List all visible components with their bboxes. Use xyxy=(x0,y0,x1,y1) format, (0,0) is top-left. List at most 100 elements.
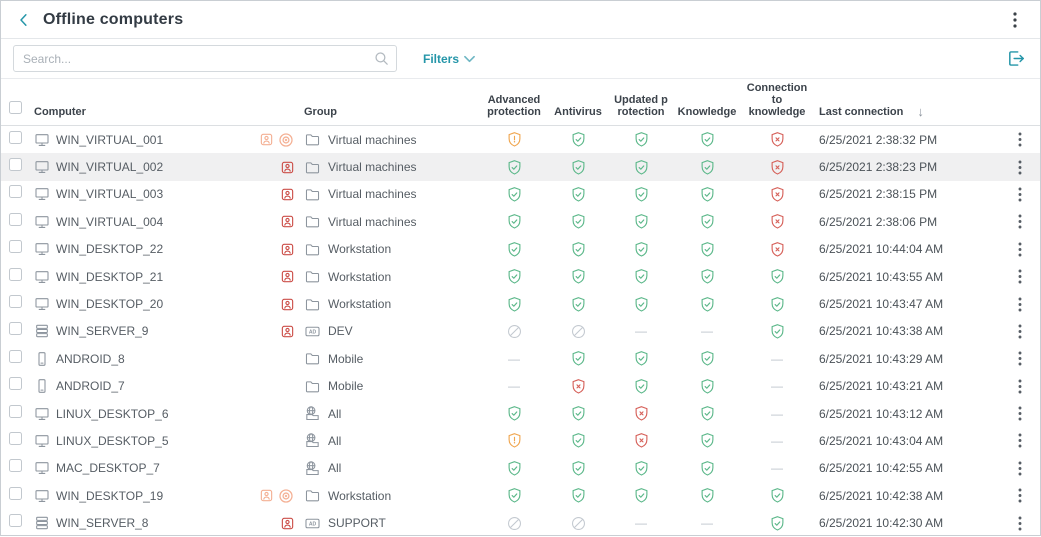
last-connection-value: 6/25/2021 10:42:38 AM xyxy=(819,488,944,503)
row-checkbox[interactable] xyxy=(9,459,22,473)
filters-button[interactable]: Filters xyxy=(423,52,475,66)
column-header-knowledge[interactable]: Knowledge xyxy=(677,106,737,118)
row-menu-button[interactable] xyxy=(1010,513,1030,533)
row-menu-button[interactable] xyxy=(1010,321,1030,341)
column-header-computer[interactable]: Computer xyxy=(34,106,86,118)
select-all-checkbox[interactable] xyxy=(9,101,22,114)
computer-name[interactable]: LINUX_DESKTOP_5 xyxy=(56,433,169,448)
shield-ok-icon xyxy=(633,460,650,477)
group-name: Workstation xyxy=(328,269,392,284)
row-menu-button[interactable] xyxy=(1010,486,1030,506)
row-checkbox[interactable] xyxy=(9,514,22,528)
table-row[interactable]: WIN_SERVER_8 AD SUPPORT — — 6/25/2021 10:42:3… xyxy=(1,509,1040,536)
computer-name[interactable]: WIN_DESKTOP_20 xyxy=(56,297,164,312)
shield-ok-icon xyxy=(570,241,587,258)
connection-knowledge-status xyxy=(741,131,813,148)
row-checkbox[interactable] xyxy=(9,185,22,199)
knowledge-status xyxy=(673,405,741,422)
computer-name[interactable]: ANDROID_8 xyxy=(56,351,125,366)
computer-name[interactable]: WIN_VIRTUAL_003 xyxy=(56,187,164,202)
table-row[interactable]: WIN_SERVER_9 AD DEV — — 6/25/2021 10:43:38 AM xyxy=(1,318,1040,345)
row-menu-button[interactable] xyxy=(1010,404,1030,424)
table-row[interactable]: WIN_VIRTUAL_002 Virtual machines 6/25/2021… xyxy=(1,153,1040,181)
table-row[interactable]: ANDROID_8 Mobile — — 6/25/2021 10:43:29 AM xyxy=(1,345,1040,372)
computer-name[interactable]: WIN_VIRTUAL_002 xyxy=(56,160,164,175)
column-header-last-connection[interactable]: Last connection ↓ xyxy=(819,104,924,119)
column-header-advanced-protection[interactable]: Advanced protection xyxy=(487,94,541,118)
table-row[interactable]: MAC_DESKTOP_7 All — 6/25/2021 10:42:55 AM xyxy=(1,455,1040,482)
user-badge-red-icon xyxy=(281,517,294,530)
page-menu-button[interactable] xyxy=(1002,7,1028,33)
row-menu-button[interactable] xyxy=(1010,184,1030,204)
row-checkbox[interactable] xyxy=(9,130,22,144)
column-header-antivirus[interactable]: Antivirus xyxy=(554,106,602,118)
computer-name[interactable]: ANDROID_7 xyxy=(56,379,125,394)
computer-name[interactable]: WIN_DESKTOP_21 xyxy=(56,269,164,284)
row-menu-button[interactable] xyxy=(1010,212,1030,232)
row-menu-button[interactable] xyxy=(1010,431,1030,451)
table-row[interactable]: WIN_DESKTOP_21 Workstation 6/25/2021 10:43… xyxy=(1,263,1040,290)
table-row[interactable]: WIN_VIRTUAL_004 Virtual machines 6/25/2021… xyxy=(1,208,1040,235)
row-checkbox[interactable] xyxy=(9,486,22,500)
computer-name[interactable]: WIN_DESKTOP_19 xyxy=(56,488,164,503)
row-menu-button[interactable] xyxy=(1010,349,1030,369)
row-checkbox[interactable] xyxy=(9,431,22,445)
row-checkbox[interactable] xyxy=(9,404,22,418)
computer-name[interactable]: WIN_SERVER_8 xyxy=(56,516,149,531)
table-row[interactable]: LINUX_DESKTOP_5 All — 6/25/2021 10:43:04 AM xyxy=(1,427,1040,454)
folder-icon xyxy=(304,213,321,230)
row-menu-button[interactable] xyxy=(1010,267,1030,287)
computer-name[interactable]: WIN_VIRTUAL_001 xyxy=(56,132,164,147)
kebab-menu-icon xyxy=(1018,433,1022,448)
row-menu-button[interactable] xyxy=(1010,239,1030,259)
isolation-badge-icon xyxy=(278,488,294,504)
user-badge-red-icon xyxy=(281,161,294,174)
shield-ok-icon xyxy=(633,296,650,313)
table-row[interactable]: WIN_DESKTOP_20 Workstation 6/25/2021 10:43… xyxy=(1,290,1040,317)
column-header-connection[interactable]: Connection to knowledge xyxy=(746,82,808,118)
table-row[interactable]: WIN_VIRTUAL_003 Virtual machines 6/25/2021… xyxy=(1,181,1040,208)
antivirus-status xyxy=(547,186,609,203)
row-checkbox[interactable] xyxy=(9,349,22,363)
last-connection-value: 6/25/2021 10:43:47 AM xyxy=(819,297,944,312)
antivirus-status xyxy=(547,405,609,422)
connection-knowledge-status: — xyxy=(741,407,813,421)
row-menu-button[interactable] xyxy=(1010,458,1030,478)
row-menu-button[interactable] xyxy=(1010,376,1030,396)
row-checkbox[interactable] xyxy=(9,212,22,226)
computer-name[interactable]: MAC_DESKTOP_7 xyxy=(56,461,160,476)
back-button[interactable] xyxy=(13,9,35,31)
table-row[interactable]: LINUX_DESKTOP_6 All — 6/25/2021 10:43:12 AM xyxy=(1,400,1040,427)
computer-name[interactable]: LINUX_DESKTOP_6 xyxy=(56,406,169,421)
column-header-updated-protection[interactable]: Updated protection xyxy=(614,94,668,118)
computer-name[interactable]: WIN_VIRTUAL_004 xyxy=(56,214,164,229)
row-checkbox[interactable] xyxy=(9,322,22,336)
export-button[interactable] xyxy=(1002,46,1028,72)
computer-name[interactable]: WIN_DESKTOP_22 xyxy=(56,242,164,257)
connection-knowledge-status: — xyxy=(741,352,813,366)
connection-knowledge-status xyxy=(741,159,813,176)
shield-ok-icon xyxy=(506,268,523,285)
column-header-group[interactable]: Group xyxy=(304,106,337,118)
advanced-protection-status xyxy=(481,296,547,313)
row-checkbox[interactable] xyxy=(9,240,22,254)
row-checkbox[interactable] xyxy=(9,158,22,172)
row-checkbox[interactable] xyxy=(9,267,22,281)
row-checkbox[interactable] xyxy=(9,377,22,391)
sort-descending-icon[interactable]: ↓ xyxy=(917,104,924,119)
row-menu-button[interactable] xyxy=(1010,130,1030,150)
connection-knowledge-status xyxy=(741,186,813,203)
computer-name[interactable]: WIN_SERVER_9 xyxy=(56,324,149,339)
table-row[interactable]: WIN_DESKTOP_19 Workstation 6/25/2021 10:42… xyxy=(1,482,1040,509)
shield-ok-icon xyxy=(699,186,716,203)
table-row[interactable]: WIN_VIRTUAL_001 Virtual machines 6/25/2021… xyxy=(1,126,1040,153)
last-connection-value: 6/25/2021 10:43:21 AM xyxy=(819,379,944,394)
shield-ok-icon xyxy=(699,241,716,258)
user-badge-red-icon xyxy=(281,298,294,311)
table-row[interactable]: WIN_DESKTOP_22 Workstation 6/25/2021 10:44… xyxy=(1,236,1040,263)
row-menu-button[interactable] xyxy=(1010,157,1030,177)
row-menu-button[interactable] xyxy=(1010,294,1030,314)
search-input[interactable] xyxy=(13,45,397,72)
table-row[interactable]: ANDROID_7 Mobile — — 6/25/2021 10:43:21 AM xyxy=(1,373,1040,400)
row-checkbox[interactable] xyxy=(9,295,22,309)
